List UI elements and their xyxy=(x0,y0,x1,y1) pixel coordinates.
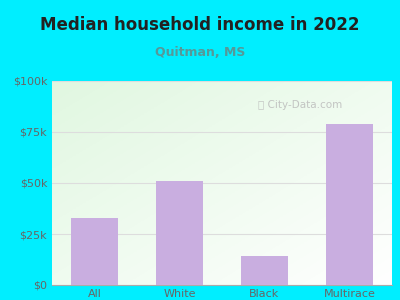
Bar xyxy=(326,124,373,285)
Text: Quitman, MS: Quitman, MS xyxy=(155,46,245,59)
Text: ⓘ City-Data.com: ⓘ City-Data.com xyxy=(258,100,342,110)
Text: Median household income in 2022: Median household income in 2022 xyxy=(40,16,360,34)
Bar xyxy=(241,256,288,285)
Bar xyxy=(71,218,118,285)
Bar xyxy=(156,181,203,285)
